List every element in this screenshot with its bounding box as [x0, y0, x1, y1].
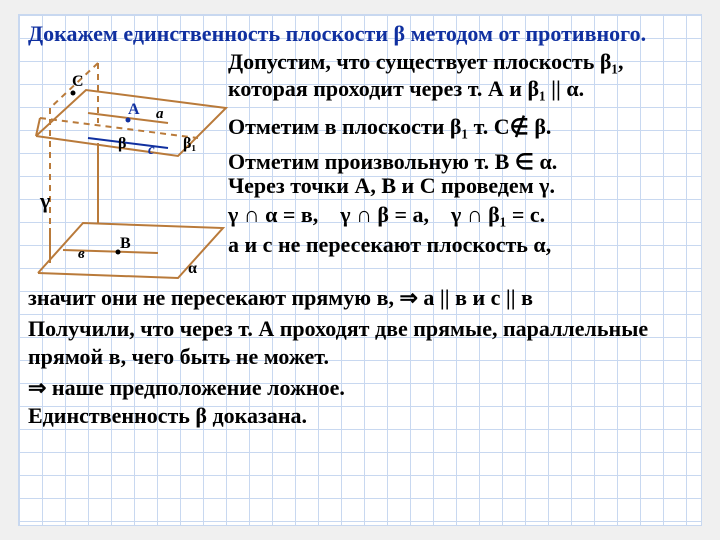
label-beta1: β₁: [183, 135, 196, 152]
geometry-diagram: С А В а с в β β₁ γ α: [28, 48, 228, 288]
paragraph-4: Через точки А, В и С проведем γ.: [228, 172, 692, 200]
paragraph-10: Единственность β доказана.: [28, 402, 692, 430]
point-C: [71, 90, 76, 95]
label-alpha: α: [188, 260, 197, 277]
paragraph-2: Отметим в плоскости β₁ т. С∉ β.: [228, 113, 692, 141]
paragraph-6: а и с не пересекают плоскость α,: [228, 231, 692, 259]
label-v: в: [78, 246, 85, 262]
paragraph-1: Допустим, что существует плоскость β₁, к…: [228, 48, 692, 103]
label-gamma: γ: [39, 188, 50, 213]
right-column: Допустим, что существует плоскость β₁, к…: [228, 48, 692, 259]
paragraph-9: ⇒ наше предположение ложное.: [28, 374, 692, 402]
label-B: В: [120, 235, 131, 252]
slide-content: Докажем единственность плоскости β метод…: [18, 14, 702, 526]
diagram-svg: С А В а с в β β₁ γ α: [28, 48, 228, 288]
label-c: с: [148, 142, 155, 158]
paragraph-5: γ ∩ α = в, γ ∩ β = а, γ ∩ β₁ = с.: [228, 201, 692, 229]
line-c: [88, 138, 168, 148]
paragraph-8: Получили, что через т. А проходят две пр…: [28, 315, 692, 370]
beta1-plane: [36, 90, 226, 156]
label-a: а: [156, 106, 164, 122]
point-A: [126, 117, 131, 122]
label-beta: β: [118, 135, 126, 152]
label-A: А: [128, 101, 140, 118]
proof-title: Докажем единственность плоскости β метод…: [28, 20, 692, 48]
paragraph-7: значит они не пересекают прямую в, ⇒ а |…: [28, 284, 692, 312]
label-C: С: [72, 73, 84, 90]
top-row: С А В а с в β β₁ γ α Допустим, что сущес…: [28, 48, 692, 288]
